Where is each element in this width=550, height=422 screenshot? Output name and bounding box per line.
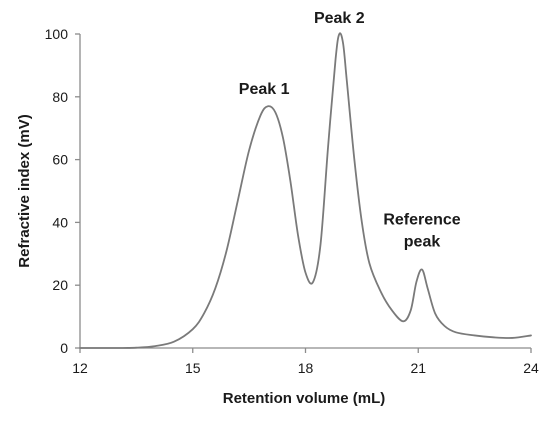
x-axis-title: Retention volume (mL) [223,390,386,407]
annotation-peak-1: Peak 1 [239,81,290,98]
y-tick-label: 60 [52,152,68,168]
x-tick-group: 12 15 18 21 24 [72,348,539,376]
refractive-index-curve [79,32,532,349]
annotation-peak-2: Peak 2 [314,10,365,27]
y-tick-group: 0 20 40 60 80 100 [45,26,80,356]
y-axis-title: Refractive index (mV) [16,114,33,267]
annotation-reference-peak-line1: Reference [383,212,460,229]
x-tick-label: 15 [185,360,201,376]
y-tick-label: 80 [52,89,68,105]
y-tick-label: 100 [45,26,69,42]
x-tick-label: 21 [410,360,426,376]
y-tick-label: 40 [52,214,68,230]
annotation-reference-peak-line2: peak [404,234,441,251]
x-tick-label: 18 [298,360,314,376]
x-tick-label: 12 [72,360,88,376]
y-tick-label: 20 [52,277,68,293]
x-tick-label: 24 [523,360,539,376]
y-tick-label: 0 [60,340,68,356]
